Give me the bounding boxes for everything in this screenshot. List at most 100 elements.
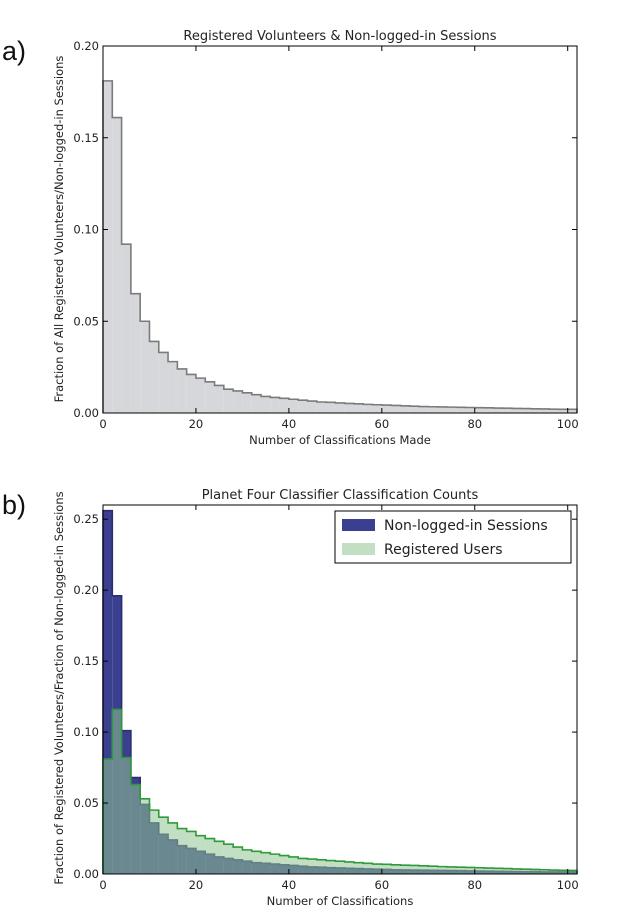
a-s0-bar: [409, 406, 419, 413]
b-s1-bar: [530, 869, 540, 874]
a-xtick-label: 20: [189, 417, 204, 431]
b-xtick-label: 0: [99, 878, 106, 892]
b-s1-bar: [549, 870, 559, 874]
b-ytick-label: 0.15: [73, 654, 99, 668]
b-s1-bar: [372, 864, 382, 874]
b-xtick-label: 60: [375, 878, 390, 892]
b-s1-bar: [567, 870, 577, 874]
a-s0-bar: [130, 293, 141, 413]
a-s0-bar: [521, 408, 531, 413]
b-s1-bar: [521, 869, 531, 874]
b-ytick-label: 0.20: [73, 583, 99, 597]
a-s0-bar: [158, 352, 169, 413]
panel-b-frame: [102, 504, 578, 875]
a-s0-bar: [511, 408, 522, 413]
a-s0-bar: [316, 401, 327, 413]
b-s1-bar: [186, 831, 196, 874]
a-s0-bar: [326, 402, 336, 413]
a-s0-bar: [288, 399, 299, 413]
a-s0-bar: [381, 405, 392, 413]
b-s1-bar: [419, 865, 429, 874]
panel-b-y-ticks: 0.00 0.05 0.10 0.15 0.20 0.25: [73, 512, 577, 881]
a-xtick-label: 60: [375, 417, 390, 431]
b-s1-bar: [168, 822, 178, 874]
b-s1-bar: [326, 860, 336, 874]
b-s1-bar: [251, 851, 261, 874]
panel-b-legend: Non-logged-in Sessions Registered Users: [334, 510, 572, 564]
a-s0-bar: [437, 406, 447, 413]
a-s0-bar: [298, 400, 308, 413]
panel-a-xlabel: Number of Classifications Made: [249, 433, 431, 447]
b-s1-bar: [484, 868, 494, 874]
a-ytick-label: 0.20: [73, 39, 99, 53]
b-s1-bar: [558, 870, 568, 874]
a-xtick-label: 40: [282, 417, 297, 431]
a-s0-bar: [251, 394, 261, 413]
b-s1-bar: [158, 817, 169, 874]
a-s0-bar: [307, 401, 317, 413]
b-s1-bar: [307, 859, 317, 874]
b-ytick-label: 0.25: [73, 512, 99, 526]
b-s1-bar: [335, 861, 345, 874]
a-s0-bar: [363, 404, 373, 413]
a-s0-bar: [279, 398, 289, 413]
a-s0-bar: [567, 409, 577, 413]
b-s1-bar: [112, 709, 122, 874]
a-s0-bar: [530, 408, 540, 413]
b-s1-bar: [205, 838, 215, 874]
panel-b-x-ticks: 0 20 40 60 80 100: [99, 505, 579, 892]
b-xtick-label: 20: [189, 878, 204, 892]
panel-a-histogram: [102, 80, 578, 414]
a-s0-bar: [168, 361, 178, 413]
a-s0-bar: [446, 407, 457, 413]
panel-b-histogram: [102, 509, 578, 874]
a-s0-bar: [223, 389, 234, 413]
b-ytick-label: 0.10: [73, 725, 99, 739]
panel-a-ylabel: Fraction of All Registered Volunteers/No…: [52, 56, 66, 403]
b-s1-bar: [353, 862, 364, 874]
a-ytick-label: 0.15: [73, 131, 99, 145]
panel-b-ylabel: Fraction of Registered Volunteers/Fracti…: [52, 491, 66, 884]
b-s1-bar: [446, 866, 457, 874]
a-s0-bar: [335, 402, 345, 413]
b-s1-bar: [502, 868, 512, 874]
a-s0-bar: [353, 403, 364, 413]
b-s1-bar: [288, 856, 299, 874]
a-xtick-label: 80: [467, 417, 482, 431]
b-s1-bar: [465, 867, 475, 874]
a-s0-bar: [344, 403, 354, 413]
a-s0-bar: [112, 117, 122, 413]
a-s0-bar: [419, 406, 429, 413]
panel-a-frame: [102, 45, 578, 414]
a-s0-bar: [121, 244, 131, 413]
b-s1-bar: [261, 852, 271, 874]
b-s1-bar: [400, 865, 410, 874]
panel-a-x-ticks: 0 20 40 60 80 100: [99, 46, 579, 431]
b-s0-bar: [103, 510, 113, 874]
a-s0-bar: [186, 374, 196, 413]
b-s1-bar: [242, 849, 252, 874]
a-s0-bar: [428, 406, 438, 413]
legend-swatch-non-logged-in: [342, 519, 375, 531]
b-s1-bar: [270, 854, 280, 874]
a-s0-bar: [214, 385, 224, 413]
panel-a-y-ticks: 0.00 0.05 0.10 0.15 0.20: [73, 39, 577, 420]
b-s1-bar: [149, 810, 159, 874]
b-s1-bar: [493, 868, 503, 874]
a-s0-bar: [493, 408, 503, 413]
b-s1-bar: [130, 784, 141, 874]
b-s1-bar: [103, 759, 113, 874]
a-ytick-label: 0.00: [73, 406, 99, 420]
b-s1-bar: [140, 798, 150, 874]
a-xtick-label: 0: [99, 417, 106, 431]
b-s1-bar: [539, 869, 550, 874]
a-s0-bar: [270, 397, 280, 413]
b-s1-bar: [233, 847, 243, 874]
b-xtick-label: 100: [557, 878, 579, 892]
a-s0-bar: [372, 404, 382, 413]
a-s0-bar: [149, 341, 159, 413]
b-s1-bar: [381, 864, 392, 874]
a-ytick-label: 0.05: [73, 314, 99, 328]
a-s0-outline: [102, 80, 578, 413]
